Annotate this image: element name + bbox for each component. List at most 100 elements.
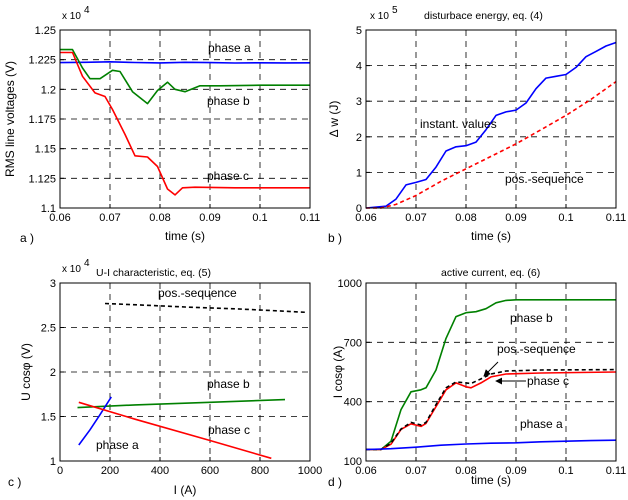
panel-a-annotation-phase-a: phase a [208, 41, 251, 55]
panel-d-annotation-pos-seq: pos.-sequence [497, 342, 576, 356]
panel-c-ylabel: U cosφ (V) [19, 343, 33, 401]
panel-d-annotation-phase-b: phase b [510, 311, 553, 325]
panel-b-series-instant-values [365, 41, 617, 209]
panel-c-annotation-phase-b: phase b [207, 377, 250, 391]
panel-c-ytick-label: 3 [50, 278, 56, 290]
panel-d-ylabel: I cosφ (A) [331, 346, 345, 398]
panel-d: 0.06 0.07 0.08 0.09 0.1 0.11 100 400 700 1000 act… [328, 267, 626, 489]
panel-a-xtick-label: 0.07 [99, 212, 120, 224]
panel-a-xlabel: time (s) [165, 229, 205, 243]
panel-c-multiplier: x 10 [62, 264, 81, 275]
panel-d-ytick-label: 1000 [338, 278, 362, 290]
panel-b-ytick-label: 0 [356, 203, 362, 215]
panel-d-ticks: 0.06 0.07 0.08 0.09 0.1 0.11 100 400 700 1000 [338, 278, 627, 477]
panel-a-ytick-label: 1.125 [28, 173, 56, 185]
panel-c-xtick-label: 800 [251, 465, 269, 477]
panel-b-xtick-label: 0.08 [455, 212, 476, 224]
panel-c-ytick-label: 2.5 [41, 323, 56, 335]
panel-a-multiplier: x 10 [62, 11, 81, 22]
panel-a-ylabel: RMS line voltages (V) [3, 61, 17, 177]
panel-b-xtick-label: 0.11 [606, 212, 627, 224]
panel-a-series-phase-c [60, 51, 310, 196]
panel-b-ticks: 0.06 0.07 0.08 0.09 0.1 0.11 0 1 2 3 4 5 [355, 25, 626, 224]
panel-d-series-phase-a [365, 439, 617, 451]
panel-c-xtick-label: 200 [101, 465, 119, 477]
panel-b-title: disturbace energy, eq. (4) [424, 10, 543, 22]
panel-d-series-pos-sequence [366, 368, 617, 451]
panel-b-xtick-label: 0.09 [505, 212, 526, 224]
panel-c-xtick-label: 0 [57, 465, 63, 477]
panel-d-arrow-pos-seq [483, 361, 499, 377]
panel-a-multiplier-exp: 4 [84, 5, 90, 16]
panel-d-title: active current, eq. (6) [441, 267, 540, 279]
panel-c-xlabel: I (A) [174, 483, 197, 497]
panel-c-title: U-I characteristic, eq. (5) [96, 267, 211, 279]
panel-d-annotation-phase-a: phase a [520, 417, 563, 431]
panel-b-xtick-label: 0.1 [558, 212, 573, 224]
panel-d-frame [365, 282, 617, 462]
panel-c-annotation-phase-c: phase c [208, 423, 250, 437]
panel-a-xtick-label: 0.06 [49, 212, 70, 224]
panel-a-series-phase-b [60, 48, 310, 105]
panel-b-multiplier-exp: 5 [392, 5, 398, 16]
panel-a-annotation-phase-c: phase c [207, 169, 249, 183]
panel-b-ytick-label: 1 [356, 167, 362, 179]
panel-c-ytick-label: 1.5 [41, 412, 56, 424]
panel-a-series-phase-a [59, 60, 311, 64]
panel-b: 0.06 0.07 0.08 0.09 0.1 0.11 0 1 2 3 4 5 x 10 5 dis… [327, 5, 626, 245]
panel-d-xlabel: time (s) [471, 473, 511, 487]
panel-d-grid [366, 283, 616, 461]
panel-c-series [77, 302, 308, 460]
panel-a-xtick-label: 0.09 [199, 212, 220, 224]
panel-c: 0 200 400 600 800 1000 1 1.5 2 2.5 3 U-I character… [8, 258, 322, 497]
panel-b-multiplier: x 10 [370, 11, 389, 22]
panel-b-annotation-pos-seq: pos.-sequence [505, 172, 584, 186]
panel-a-annotation-phase-b: phase b [207, 94, 250, 108]
panel-c-annotation-phase-a: phase a [96, 438, 139, 452]
panel-d-annotation-phase-c: phase c [527, 374, 569, 388]
panel-a-ytick-label: 1.15 [35, 144, 56, 156]
panel-c-xtick-label: 400 [151, 465, 169, 477]
panel-d-xtick-label: 0.1 [558, 465, 573, 477]
panel-b-xtick-label: 0.06 [355, 212, 376, 224]
panel-d-label: d ) [328, 475, 342, 489]
panel-b-grid [366, 30, 616, 208]
panel-c-label: c ) [8, 475, 21, 489]
panel-c-ticks: 0 200 400 600 800 1000 1 1.5 2 2.5 3 [41, 278, 323, 477]
panel-b-annotation-instant: instant. values [420, 117, 497, 131]
panel-d-ytick-label: 100 [344, 456, 362, 468]
panel-d-ytick-label: 700 [344, 337, 362, 349]
panel-d-xtick-label: 0.11 [606, 465, 627, 477]
panel-a-label: a ) [20, 231, 34, 245]
panel-b-ytick-label: 2 [356, 132, 362, 144]
panel-d-xtick-label: 0.07 [405, 465, 426, 477]
panel-c-multiplier-exp: 4 [84, 258, 90, 269]
panel-c-grid [60, 283, 310, 461]
panel-a-grid [60, 30, 310, 208]
panel-c-xtick-label: 600 [201, 465, 219, 477]
panel-a-ytick-label: 1.25 [35, 25, 56, 37]
panel-a-xtick-label: 0.11 [300, 212, 321, 224]
panel-d-series [365, 298, 617, 451]
panel-a-xtick-label: 0.1 [252, 212, 267, 224]
panel-b-ylabel: Δ w (J) [327, 101, 341, 138]
panel-a-ticks: 0.06 0.07 0.08 0.09 0.1 0.11 1.1 1.125 1.15 1.175… [28, 25, 320, 224]
panel-b-xlabel: time (s) [471, 229, 511, 243]
panel-a: 0.06 0.07 0.08 0.09 0.1 0.11 1.1 1.125 1.15 1.175… [3, 5, 320, 245]
panel-b-label: b ) [328, 231, 342, 245]
panel-b-series [365, 41, 617, 209]
panel-c-ytick-label: 2 [50, 367, 56, 379]
panel-b-ytick-label: 4 [356, 61, 362, 73]
panel-a-ytick-label: 1.225 [28, 55, 56, 67]
panel-d-xtick-label: 0.09 [505, 465, 526, 477]
panel-a-ytick-label: 1.1 [41, 203, 56, 215]
panel-a-ytick-label: 1.175 [28, 114, 56, 126]
panel-d-series-phase-b [366, 298, 616, 451]
panel-d-xtick-label: 0.06 [355, 465, 376, 477]
panel-d-series-phase-c [366, 371, 617, 451]
panel-c-series-phase-a [78, 396, 112, 446]
panel-c-series-phase-c [78, 401, 272, 460]
panel-d-xtick-label: 0.08 [455, 465, 476, 477]
panel-a-ytick-label: 1.2 [41, 84, 56, 96]
